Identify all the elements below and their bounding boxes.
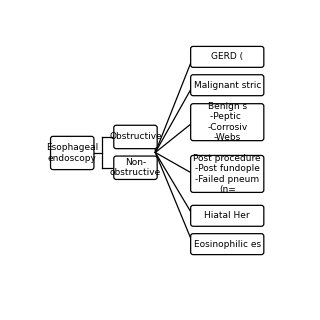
FancyBboxPatch shape [191, 205, 264, 226]
FancyBboxPatch shape [114, 125, 157, 149]
Text: Eosinophilic es: Eosinophilic es [194, 240, 261, 249]
FancyBboxPatch shape [191, 234, 264, 255]
Text: Malignant stric: Malignant stric [194, 81, 261, 90]
FancyBboxPatch shape [191, 75, 264, 96]
Text: GERD (: GERD ( [211, 52, 243, 61]
Text: Benign s
-Peptic 
-Corrosiv
-Webs: Benign s -Peptic -Corrosiv -Webs [207, 102, 247, 142]
Text: Post procedure
-Post fundople
-Failed pneum
(n=: Post procedure -Post fundople -Failed pn… [193, 154, 261, 194]
FancyBboxPatch shape [114, 156, 157, 180]
Text: Non-
obstructive: Non- obstructive [110, 158, 161, 178]
FancyBboxPatch shape [191, 104, 264, 141]
FancyBboxPatch shape [191, 156, 264, 192]
FancyBboxPatch shape [191, 46, 264, 67]
Text: Esophageal
endoscopy: Esophageal endoscopy [46, 143, 98, 163]
Text: Hiatal Her: Hiatal Her [204, 211, 250, 220]
FancyBboxPatch shape [51, 136, 94, 170]
Text: Obstructive: Obstructive [109, 132, 162, 141]
